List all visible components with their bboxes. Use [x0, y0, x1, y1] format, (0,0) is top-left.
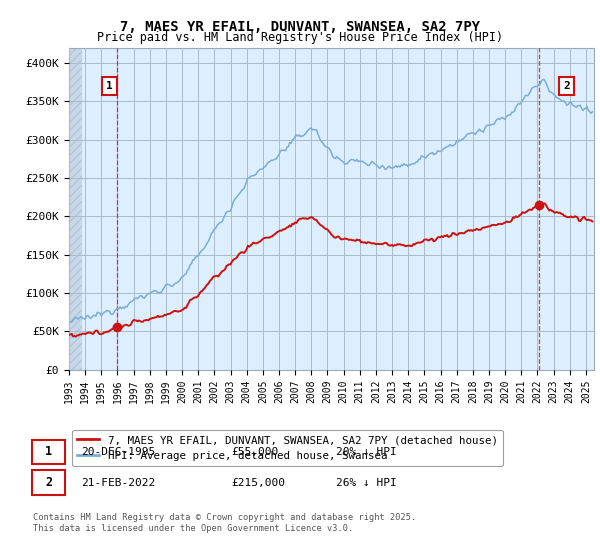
Text: 2: 2 [45, 476, 52, 489]
Text: 2: 2 [563, 81, 570, 91]
Text: 21-FEB-2022: 21-FEB-2022 [81, 478, 155, 488]
Text: 7, MAES YR EFAIL, DUNVANT, SWANSEA, SA2 7PY: 7, MAES YR EFAIL, DUNVANT, SWANSEA, SA2 … [120, 20, 480, 34]
Text: 20-DEC-1995: 20-DEC-1995 [81, 447, 155, 457]
Text: This data is licensed under the Open Government Licence v3.0.: This data is licensed under the Open Gov… [33, 524, 353, 533]
Text: £55,000: £55,000 [231, 447, 278, 457]
Text: 1: 1 [45, 445, 52, 459]
Text: 1: 1 [106, 81, 113, 91]
Text: 20% ↓ HPI: 20% ↓ HPI [336, 447, 397, 457]
Legend: 7, MAES YR EFAIL, DUNVANT, SWANSEA, SA2 7PY (detached house), HPI: Average price: 7, MAES YR EFAIL, DUNVANT, SWANSEA, SA2 … [72, 430, 503, 466]
Text: Contains HM Land Registry data © Crown copyright and database right 2025.: Contains HM Land Registry data © Crown c… [33, 513, 416, 522]
Text: £215,000: £215,000 [231, 478, 285, 488]
Text: Price paid vs. HM Land Registry's House Price Index (HPI): Price paid vs. HM Land Registry's House … [97, 31, 503, 44]
Text: 26% ↓ HPI: 26% ↓ HPI [336, 478, 397, 488]
